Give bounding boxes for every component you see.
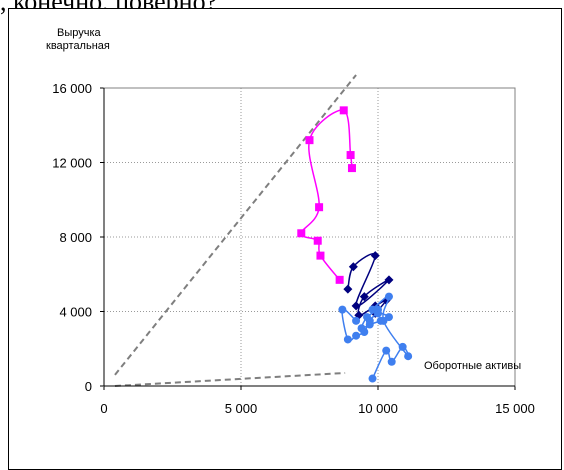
data-point-circle — [352, 331, 361, 340]
y-axis-title-line-1: Выручка — [57, 27, 102, 39]
data-point-square — [339, 106, 348, 115]
data-point-diamond — [370, 251, 380, 261]
data-point-circle — [382, 346, 391, 355]
y-tick-label: 8 000 — [59, 230, 92, 245]
y-axis-title: Выручка квартальная — [46, 27, 110, 52]
data-point-circle — [384, 313, 393, 322]
data-point-diamond — [348, 262, 358, 272]
series-circle — [338, 292, 413, 383]
data-point-circle — [365, 316, 374, 325]
y-tick-label: 0 — [85, 379, 92, 394]
data-point-diamond — [359, 292, 369, 302]
data-point-square — [315, 203, 324, 212]
data-point-square — [313, 236, 322, 245]
x-tick-label: 15 000 — [495, 401, 535, 416]
data-point-square — [335, 275, 344, 284]
reference-lines — [114, 74, 357, 387]
y-axis-title-line-2: квартальная — [46, 40, 110, 52]
data-point-circle — [374, 309, 382, 318]
data-point-square — [305, 136, 314, 145]
series-group — [297, 106, 413, 383]
y-tick-label: 16 000 — [52, 81, 92, 96]
data-point-circle — [360, 327, 369, 336]
data-point-circle — [338, 305, 347, 314]
data-point-square — [347, 164, 356, 173]
data-point-circle — [352, 316, 361, 325]
data-point-circle — [343, 335, 352, 344]
x-tick-label: 0 — [100, 401, 107, 416]
data-point-square — [346, 151, 355, 160]
reference-line — [114, 371, 346, 387]
data-point-square — [316, 251, 325, 260]
data-point-circle — [376, 316, 385, 325]
x-tick-label: 5 000 — [225, 401, 258, 416]
series-line — [347, 253, 390, 317]
axes — [100, 87, 516, 390]
data-point-diamond — [384, 275, 394, 285]
y-tick-label: 12 000 — [52, 156, 92, 171]
series-diamond — [343, 251, 394, 320]
data-point-circle — [368, 374, 377, 383]
data-point-circle — [404, 352, 413, 361]
series-line — [300, 109, 353, 281]
data-point-diamond — [351, 301, 361, 311]
x-tick-label: 10 000 — [358, 401, 398, 416]
data-point-circle — [398, 342, 407, 351]
tick-labels: 0 5 000 10 000 15 000 0 4 000 8 000 12 000 16 00… — [52, 81, 535, 416]
chart-frame: 0 5 000 10 000 15 000 0 4 000 8 000 12 000 16 00… — [8, 8, 562, 470]
reference-line — [114, 74, 357, 376]
data-point-circle — [387, 357, 396, 366]
data-point-square — [297, 229, 306, 238]
y-tick-label: 4 000 — [59, 305, 92, 320]
x-axis-title: Оборотные активы — [424, 360, 521, 372]
data-point-circle — [384, 292, 393, 301]
data-point-diamond — [343, 284, 353, 294]
series-square — [297, 106, 356, 284]
chart-svg: 0 5 000 10 000 15 000 0 4 000 8 000 12 000 16 00… — [46, 27, 535, 416]
